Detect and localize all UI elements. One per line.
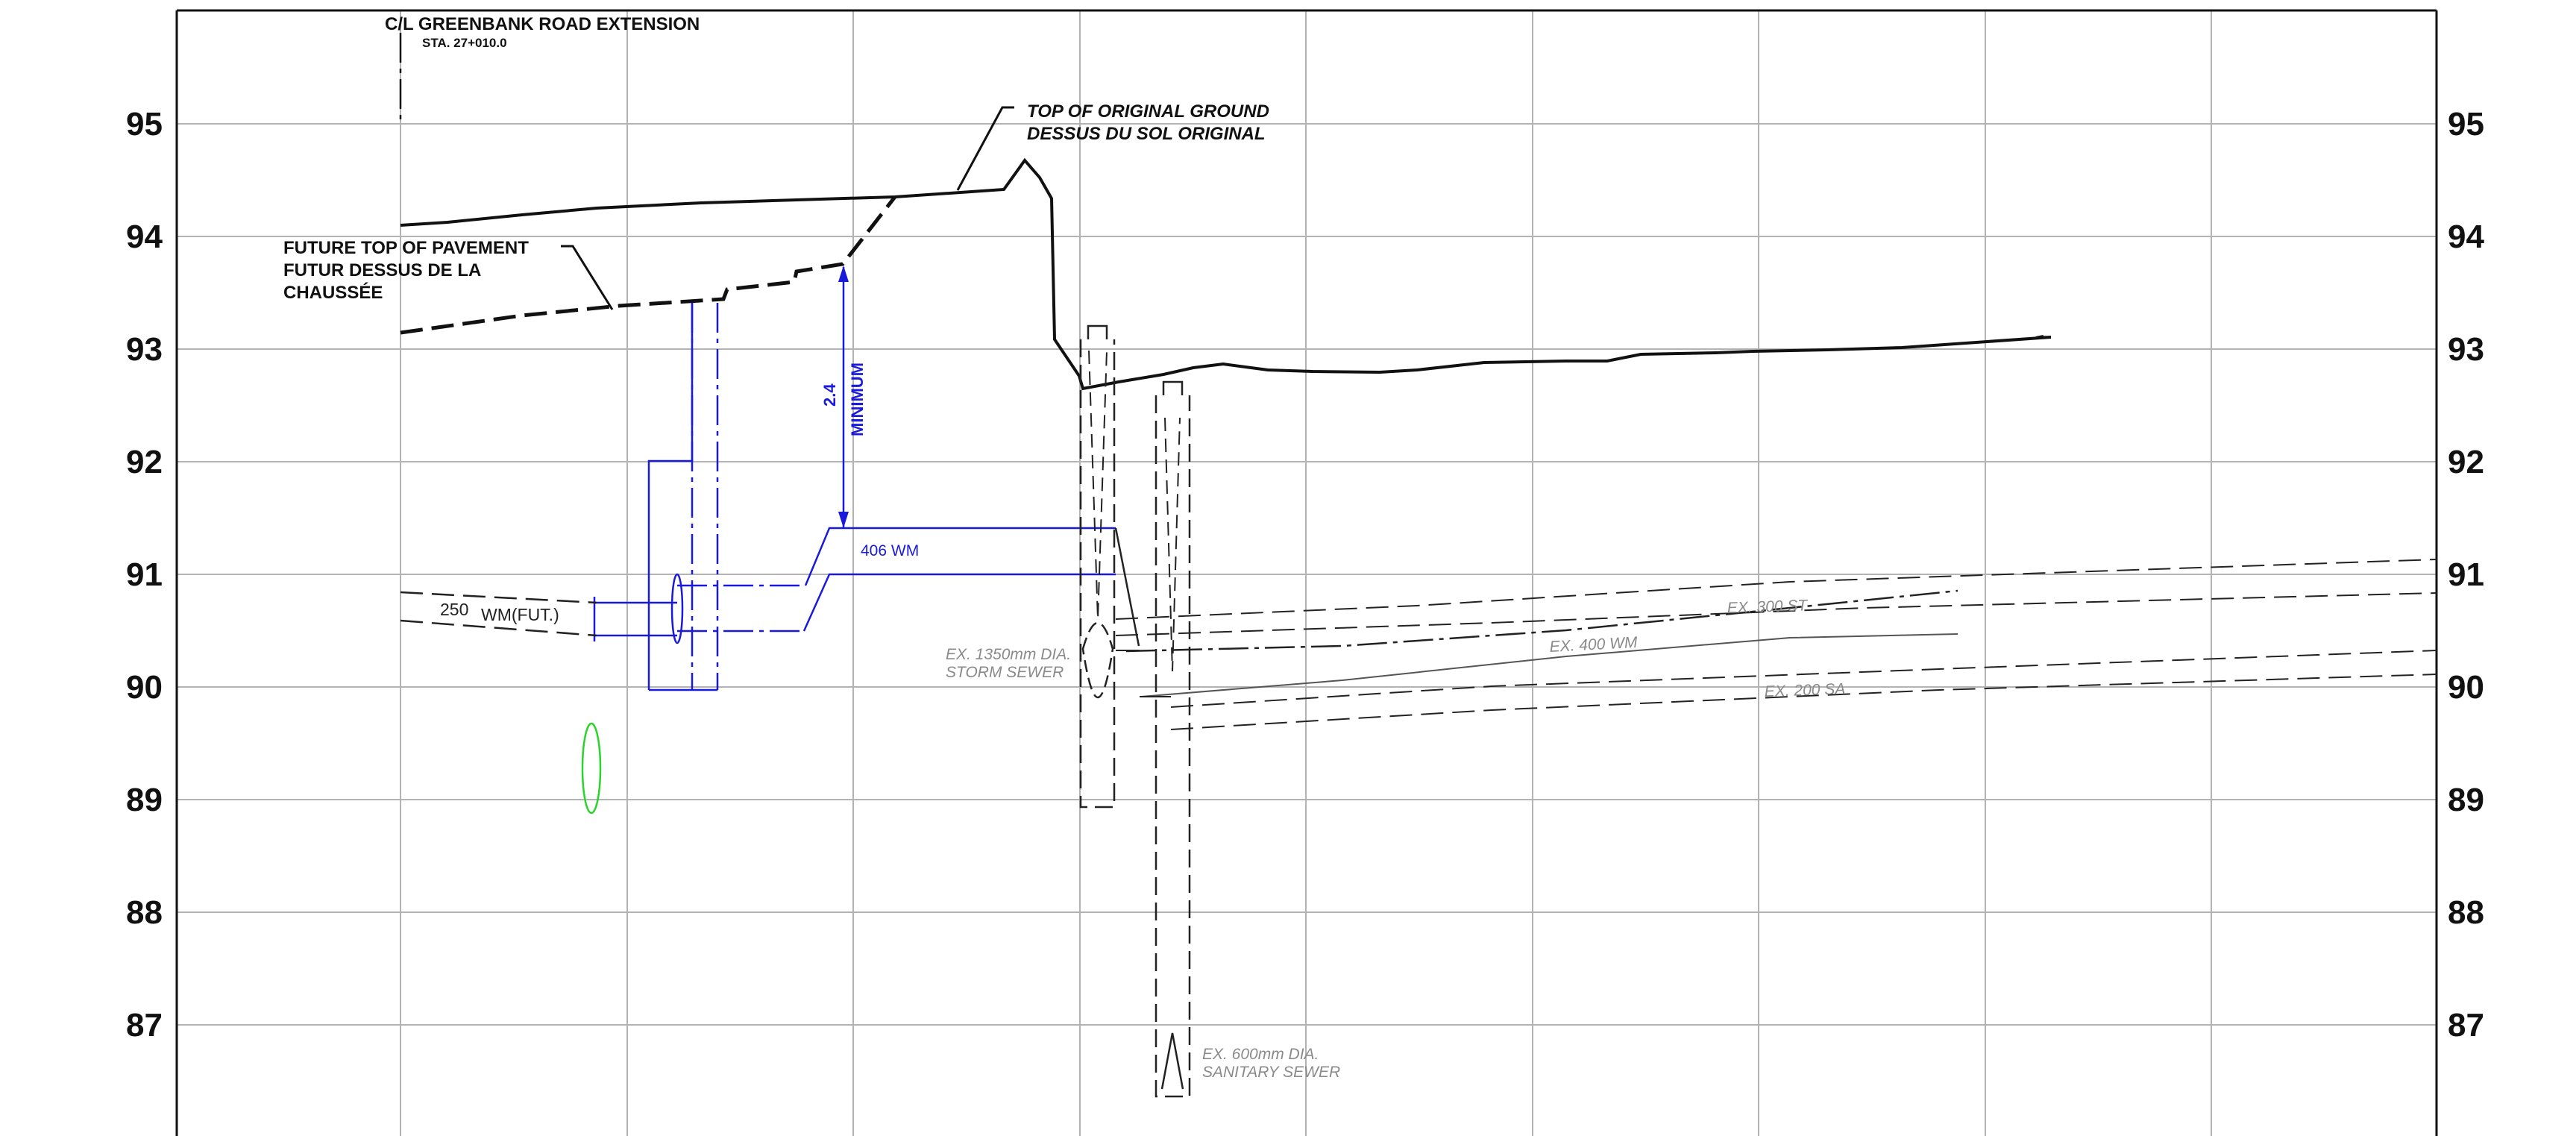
- watermain-label: 406 WM: [861, 542, 919, 559]
- elevation-label: 92: [2448, 444, 2484, 480]
- horizontal-grid: [177, 123, 2437, 1026]
- storm-sewer-label-2: STORM SEWER: [946, 664, 1064, 681]
- elevation-label: 94: [126, 219, 163, 255]
- elevation-label: 93: [126, 331, 163, 368]
- proposed-watermain: 406 WM: [593, 303, 1116, 691]
- future-watermain: 250 WM(FUT.): [400, 591, 597, 637]
- elevation-label: 87: [126, 1007, 163, 1044]
- centerline-label: C/L GREENBANK ROAD EXTENSION: [385, 14, 700, 34]
- clearance-value: 2.4: [820, 383, 839, 407]
- elevation-label: 90: [126, 669, 163, 706]
- original-ground-label: TOP OF ORIGINAL GROUND: [1027, 101, 1269, 122]
- elevation-label: 94: [2448, 219, 2484, 255]
- survey-marker: [581, 722, 602, 815]
- elevation-label: 90: [2448, 669, 2484, 706]
- station-label: STA. 27+010.0: [422, 36, 507, 50]
- existing-wm-label: EX. 400 WM: [1549, 634, 1638, 656]
- elevation-label: 88: [126, 894, 163, 931]
- sanitary-sewer-label: EX. 600mm DIA.: [1202, 1046, 1319, 1063]
- drawing-frame: [175, 9, 2438, 1136]
- future-wm-size: 250: [440, 600, 468, 619]
- future-pavement-profile: FUTURE TOP OF PAVEMENT FUTUR DESSUS DE L…: [283, 195, 896, 335]
- elevation-label: 87: [2448, 1007, 2484, 1044]
- vertical-grid: [400, 10, 2212, 1136]
- clearance-text: MINIMUM: [848, 363, 867, 436]
- elevation-label: 91: [2448, 556, 2484, 593]
- original-ground-label-fr: DESSUS DU SOL ORIGINAL: [1027, 124, 1266, 144]
- elevation-label: 88: [2448, 894, 2484, 931]
- sanitary-sewer-label-2: SANITARY SEWER: [1202, 1064, 1340, 1081]
- existing-sanitary-label: EX. 200 SA: [1764, 680, 1845, 700]
- centerline-marker: C/L GREENBANK ROAD EXTENSION STA. 27+010…: [385, 14, 700, 124]
- clearance-dimension: 2.4 MINIMUM: [820, 266, 867, 528]
- elevation-label: 89: [126, 782, 163, 818]
- original-ground-profile: TOP OF ORIGINAL GROUND DESSUS DU SOL ORI…: [400, 101, 2052, 391]
- elevation-label: 91: [126, 556, 163, 593]
- elevation-scale-right: 95 94 93 92 91 90 89 88 87: [2448, 106, 2484, 1044]
- sanitary-sewer: EX. 600mm DIA. SANITARY SEWER: [1155, 380, 1340, 1098]
- pavement-label-fr-1: FUTUR DESSUS DE LA: [283, 260, 481, 280]
- elevation-scale-left: 95 94 93 92 91 90 89 88 87: [126, 106, 163, 1044]
- storm-sewer: EX. 1350mm DIA. STORM SEWER: [946, 324, 1140, 809]
- future-wm-label: WM(FUT.): [481, 605, 559, 624]
- elevation-label: 95: [2448, 106, 2484, 142]
- elevation-label: 92: [126, 444, 163, 480]
- pavement-label-fr-2: CHAUSSÉE: [283, 282, 383, 303]
- existing-storm-label: EX. 300 ST: [1727, 597, 1809, 617]
- elevation-label: 89: [2448, 782, 2484, 818]
- existing-utilities: EX. 300 ST EX. 400 WM EX. 200 SA: [1115, 559, 2437, 730]
- storm-sewer-label: EX. 1350mm DIA.: [946, 646, 1071, 663]
- elevation-label: 95: [126, 106, 163, 142]
- elevation-label: 93: [2448, 331, 2484, 368]
- pavement-label: FUTURE TOP OF PAVEMENT: [283, 238, 529, 258]
